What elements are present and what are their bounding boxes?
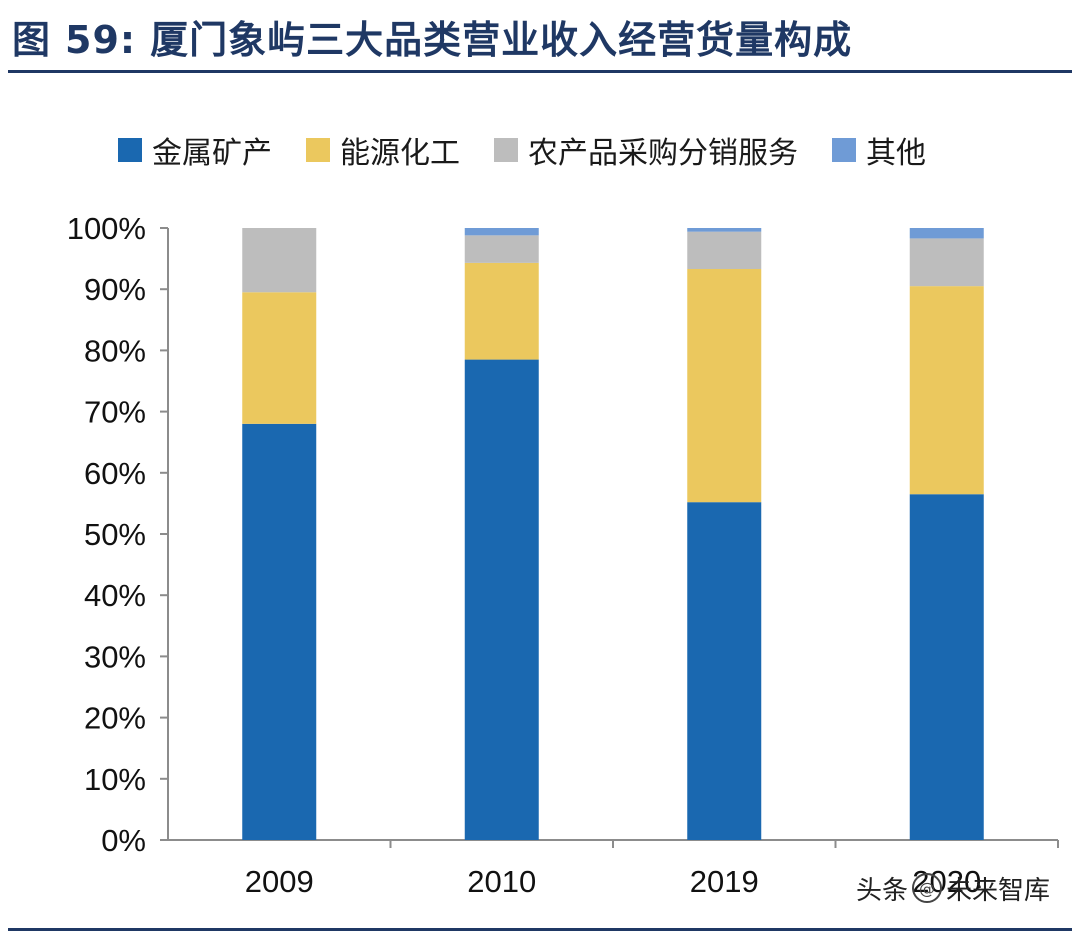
bar-segment-2020-s2: [909, 238, 984, 287]
title-underline: [8, 70, 1072, 73]
bar-segment-2019-s2: [687, 231, 762, 270]
legend-swatch-energy: [306, 138, 330, 162]
legend-label-agri: 农产品采购分销服务: [528, 136, 798, 171]
y-tick-label: 100%: [67, 211, 146, 246]
y-tick-label: 10%: [84, 762, 146, 797]
y-tick-label: 20%: [84, 701, 146, 736]
watermark: 头条 @ 未来智库: [856, 866, 1050, 910]
bar-segment-2010-s0: [464, 359, 539, 840]
figure-label: 图: [12, 18, 52, 62]
y-tick-label: 70%: [84, 395, 146, 430]
legend-label-energy: 能源化工: [340, 136, 460, 171]
bar-segment-2010-s3: [464, 228, 539, 236]
legend-label-other: 其他: [866, 136, 926, 171]
y-tick-label: 50%: [84, 517, 146, 552]
chart-legend: 金属矿产 能源化工 农产品采购分销服务 其他: [118, 126, 926, 174]
watermark-name: 未来智库: [946, 875, 1051, 906]
bar-segment-2019-s0: [687, 502, 762, 840]
legend-swatch-metals: [118, 138, 142, 162]
bar-segment-2020-s3: [909, 228, 984, 239]
bar-segment-2020-s0: [909, 494, 984, 840]
figure-title: 图 59: 厦门象屿三大品类营业收入经营货量构成: [12, 10, 1012, 70]
legend-item-other: 其他: [832, 128, 926, 172]
y-tick-label: 80%: [84, 333, 146, 368]
legend-swatch-other: [832, 138, 856, 162]
legend-label-metals: 金属矿产: [152, 136, 272, 171]
y-tick-label: 30%: [84, 639, 146, 674]
bar-segment-2009-s1: [242, 292, 317, 424]
y-tick-label: 60%: [84, 456, 146, 491]
at-icon: @: [912, 873, 943, 903]
legend-item-metals: 金属矿产: [118, 128, 272, 172]
x-tick-label-2019: 2019: [690, 864, 759, 899]
bar-segment-2010-s1: [464, 262, 539, 360]
x-tick-label-2010: 2010: [467, 864, 536, 899]
bar-segment-2020-s1: [909, 286, 984, 495]
bar-segment-2009-s0: [242, 423, 317, 840]
watermark-prefix: 头条: [856, 875, 909, 906]
legend-item-energy: 能源化工: [306, 128, 460, 172]
legend-swatch-agri: [494, 138, 518, 162]
y-tick-label: 0%: [101, 823, 146, 858]
bar-segment-2019-s3: [687, 228, 762, 232]
y-tick-label: 40%: [84, 578, 146, 613]
bottom-rule: [8, 928, 1072, 931]
figure-title-text: 厦门象屿三大品类营业收入经营货量构成: [150, 18, 853, 62]
x-tick-label-2009: 2009: [245, 864, 314, 899]
y-tick-label: 90%: [84, 272, 146, 307]
bar-segment-2010-s2: [464, 235, 539, 263]
legend-item-agri: 农产品采购分销服务: [494, 128, 798, 172]
bar-segment-2019-s1: [687, 269, 762, 503]
figure-number: 59:: [65, 18, 137, 62]
bar-segment-2009-s2: [242, 228, 317, 293]
